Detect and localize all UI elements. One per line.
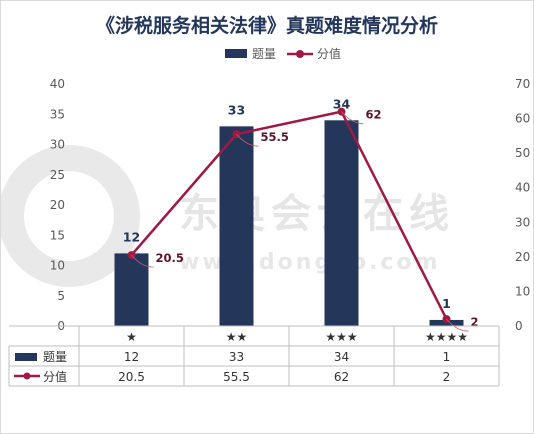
table-line-label: 分值 — [43, 369, 67, 384]
legend-bar-swatch — [225, 49, 247, 58]
line-value-label: 2 — [471, 315, 479, 329]
bar-value-label: 1 — [442, 296, 451, 311]
watermark-logo-icon — [1, 145, 140, 287]
y-left-tick: 5 — [57, 289, 65, 303]
table-line-value: 55.5 — [223, 370, 250, 384]
y-left-tick: 40 — [50, 77, 65, 91]
table-line-marker — [23, 372, 31, 380]
bar — [219, 126, 254, 326]
table-bar-value: 33 — [229, 350, 244, 364]
line-series — [130, 110, 448, 320]
x-category-label: ★ — [126, 330, 137, 344]
y-left-tick: 30 — [50, 138, 65, 152]
bar — [114, 253, 149, 326]
legend-line-label: 分值 — [317, 46, 341, 61]
legend-bar-label: 题量 — [252, 47, 276, 61]
table-bar-value: 1 — [443, 350, 451, 364]
y-right-tick: 40 — [515, 181, 530, 195]
y-left-tick: 15 — [50, 228, 65, 242]
table-line-value: 2 — [443, 370, 451, 384]
table-line-value: 62 — [334, 370, 349, 384]
watermark-url: www.dongao.com — [179, 250, 441, 275]
table-bar-value: 34 — [334, 350, 349, 364]
line-label-leader — [131, 254, 154, 268]
line-label-leader — [341, 111, 364, 125]
line-value-label: 20.5 — [156, 251, 184, 265]
y-right-tick: 0 — [515, 319, 523, 333]
bar-value-label: 12 — [123, 229, 140, 244]
line-label-leader — [236, 133, 259, 147]
y-right-tick: 10 — [515, 284, 530, 298]
chart-title: 《涉税服务相关法律》真题难度情况分析 — [95, 15, 438, 37]
y-right-tick: 70 — [515, 77, 530, 91]
line-value-label: 55.5 — [261, 130, 289, 144]
y-right-tick: 60 — [515, 112, 530, 126]
bar — [324, 120, 359, 326]
line-label-leader — [446, 318, 469, 332]
y-left-tick: 20 — [50, 198, 65, 212]
x-category-label: ★★★★ — [425, 330, 468, 344]
y-right-tick: 50 — [515, 146, 530, 160]
bar-value-label: 33 — [228, 102, 245, 117]
y-left-tick: 35 — [50, 107, 65, 121]
y-right-tick: 20 — [515, 250, 530, 264]
table-bar-label: 题量 — [43, 350, 67, 364]
table-bar-value: 12 — [124, 350, 139, 364]
table-line-value: 20.5 — [118, 370, 145, 384]
x-category-label: ★★ — [226, 330, 248, 344]
bar-value-label: 34 — [333, 96, 351, 111]
legend-line-marker — [296, 50, 304, 58]
y-right-tick: 30 — [515, 215, 530, 229]
table-bar-swatch — [15, 353, 37, 361]
line-value-label: 62 — [366, 108, 382, 122]
y-left-tick: 25 — [50, 168, 65, 182]
y-left-tick: 10 — [50, 259, 65, 273]
x-category-label: ★★★ — [325, 330, 357, 344]
